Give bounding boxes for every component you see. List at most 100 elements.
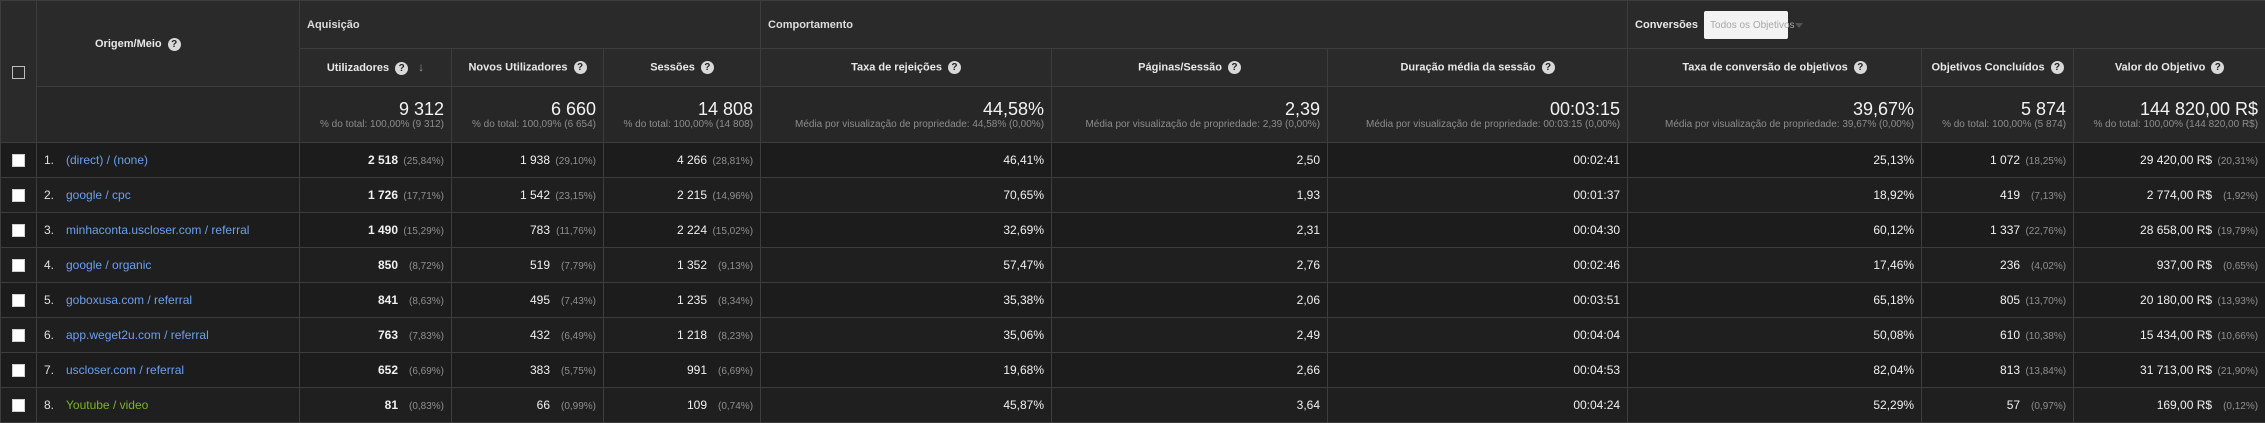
duration-value: 00:02:41 bbox=[1573, 153, 1620, 167]
source-link[interactable]: Youtube / video bbox=[66, 398, 148, 412]
sessions-value: 2 215 bbox=[677, 188, 707, 202]
duration-value: 00:01:37 bbox=[1573, 188, 1620, 202]
conv-rate-cell: 65,18% bbox=[1628, 283, 1922, 318]
row-select-cell bbox=[1, 283, 37, 318]
new-users-pct: (0,99%) bbox=[550, 401, 596, 412]
source-link[interactable]: (direct) / (none) bbox=[66, 153, 148, 167]
row-checkbox[interactable] bbox=[12, 259, 25, 272]
goal-value-cell: 169,00 R$(0,12%) bbox=[2074, 388, 2265, 423]
source-cell: 6.app.weget2u.com / referral bbox=[37, 318, 300, 353]
select-all-checkbox[interactable] bbox=[12, 66, 25, 79]
conv-rate-value: 18,92% bbox=[1873, 188, 1914, 202]
pages-value: 2,49 bbox=[1297, 328, 1320, 342]
help-icon[interactable]: ? bbox=[395, 62, 408, 75]
conv-rate-value: 17,46% bbox=[1873, 258, 1914, 272]
conv-rate-cell: 18,92% bbox=[1628, 178, 1922, 213]
source-link[interactable]: minhaconta.uscloser.com / referral bbox=[66, 223, 249, 237]
duration-cell: 00:04:30 bbox=[1328, 213, 1628, 248]
users-cell: 81(0,83%) bbox=[300, 388, 452, 423]
row-checkbox[interactable] bbox=[12, 154, 25, 167]
help-icon[interactable]: ? bbox=[574, 61, 587, 74]
users-pct: (8,63%) bbox=[398, 296, 444, 307]
col-users[interactable]: Utilizadores? ↓ bbox=[300, 49, 452, 87]
col-sessions[interactable]: Sessões? bbox=[604, 49, 761, 87]
total-bounce: 44,58%Média por visualização de propried… bbox=[761, 87, 1052, 143]
total-completions: 5 874% do total: 100,00% (5 874) bbox=[1922, 87, 2074, 143]
table-row: 7.uscloser.com / referral 652(6,69%) 383… bbox=[1, 353, 2265, 388]
sessions-value: 4 266 bbox=[677, 153, 707, 167]
source-link[interactable]: google / cpc bbox=[66, 188, 131, 202]
new-users-pct: (23,15%) bbox=[550, 191, 596, 202]
row-checkbox[interactable] bbox=[12, 399, 25, 412]
new-users-cell: 1 938(29,10%) bbox=[452, 143, 604, 178]
col-goal-value[interactable]: Valor do Objetivo? bbox=[2074, 49, 2265, 87]
sessions-pct: (0,74%) bbox=[707, 401, 753, 412]
dimension-header[interactable]: Origem/Meio? bbox=[37, 1, 300, 87]
col-new-users[interactable]: Novos Utilizadores? bbox=[452, 49, 604, 87]
pages-cell: 2,66 bbox=[1052, 353, 1328, 388]
source-link[interactable]: app.weget2u.com / referral bbox=[66, 328, 209, 342]
row-rank: 3. bbox=[44, 223, 66, 237]
users-cell: 1 490(15,29%) bbox=[300, 213, 452, 248]
users-value: 652 bbox=[378, 363, 398, 377]
conv-rate-cell: 50,08% bbox=[1628, 318, 1922, 353]
col-bounce-rate[interactable]: Taxa de rejeições? bbox=[761, 49, 1052, 87]
completions-pct: (13,84%) bbox=[2020, 366, 2066, 377]
sessions-cell: 1 218(8,23%) bbox=[604, 318, 761, 353]
row-checkbox[interactable] bbox=[12, 224, 25, 237]
row-rank: 1. bbox=[44, 153, 66, 167]
duration-value: 00:04:04 bbox=[1573, 328, 1620, 342]
col-pages-per-session[interactable]: Páginas/Sessão? bbox=[1052, 49, 1328, 87]
goal-value-cell: 15 434,00 R$(10,66%) bbox=[2074, 318, 2265, 353]
help-icon[interactable]: ? bbox=[948, 61, 961, 74]
help-icon[interactable]: ? bbox=[2051, 61, 2064, 74]
conv-rate-cell: 52,29% bbox=[1628, 388, 1922, 423]
source-link[interactable]: goboxusa.com / referral bbox=[66, 293, 192, 307]
help-icon[interactable]: ? bbox=[1228, 61, 1241, 74]
row-checkbox[interactable] bbox=[12, 294, 25, 307]
total-sessions: 14 808% do total: 100,00% (14 808) bbox=[604, 87, 761, 143]
chevron-down-icon bbox=[1795, 23, 1803, 28]
table-body: 1.(direct) / (none) 2 518(25,84%) 1 938(… bbox=[1, 143, 2265, 423]
pages-value: 1,93 bbox=[1297, 188, 1320, 202]
goal-select-value: Todos os Objetivos bbox=[1710, 20, 1795, 31]
total-users-sub: % do total: 100,00% (9 312) bbox=[307, 119, 444, 131]
duration-cell: 00:04:24 bbox=[1328, 388, 1628, 423]
total-completions-sub: % do total: 100,00% (5 874) bbox=[1929, 119, 2066, 131]
goal-select-dropdown[interactable]: Todos os Objetivos bbox=[1704, 11, 1788, 39]
row-checkbox[interactable] bbox=[12, 329, 25, 342]
help-icon[interactable]: ? bbox=[1854, 61, 1867, 74]
pages-cell: 2,31 bbox=[1052, 213, 1328, 248]
source-link[interactable]: google / organic bbox=[66, 258, 151, 272]
row-rank: 7. bbox=[44, 363, 66, 377]
new-users-value: 495 bbox=[530, 293, 550, 307]
users-value: 1 490 bbox=[368, 223, 398, 237]
col-avg-session-duration[interactable]: Duração média da sessão? bbox=[1328, 49, 1628, 87]
completions-value: 1 072 bbox=[1990, 153, 2020, 167]
sort-descending-icon[interactable]: ↓ bbox=[418, 60, 424, 74]
help-icon[interactable]: ? bbox=[1542, 61, 1555, 74]
completions-value: 610 bbox=[2000, 328, 2020, 342]
row-checkbox[interactable] bbox=[12, 189, 25, 202]
new-users-cell: 432(6,49%) bbox=[452, 318, 604, 353]
help-icon[interactable]: ? bbox=[2211, 61, 2224, 74]
row-checkbox[interactable] bbox=[12, 364, 25, 377]
total-value-sub: % do total: 100,00% (144 820,00 R$) bbox=[2081, 119, 2258, 131]
sessions-cell: 109(0,74%) bbox=[604, 388, 761, 423]
col-goal-completions[interactable]: Objetivos Concluídos? bbox=[1922, 49, 2074, 87]
pages-value: 2,50 bbox=[1297, 153, 1320, 167]
help-icon[interactable]: ? bbox=[701, 61, 714, 74]
source-link[interactable]: uscloser.com / referral bbox=[66, 363, 184, 377]
row-select-cell bbox=[1, 353, 37, 388]
completions-pct: (4,02%) bbox=[2020, 261, 2066, 272]
conv-rate-cell: 25,13% bbox=[1628, 143, 1922, 178]
col-users-label: Utilizadores bbox=[327, 62, 389, 74]
completions-pct: (18,25%) bbox=[2020, 156, 2066, 167]
completions-cell: 1 337(22,76%) bbox=[1922, 213, 2074, 248]
group-conversions-label: Conversões bbox=[1635, 19, 1698, 31]
pages-cell: 2,06 bbox=[1052, 283, 1328, 318]
help-icon[interactable]: ? bbox=[168, 38, 181, 51]
col-goal-conversion-rate[interactable]: Taxa de conversão de objetivos? bbox=[1628, 49, 1922, 87]
table-row: 5.goboxusa.com / referral 841(8,63%) 495… bbox=[1, 283, 2265, 318]
